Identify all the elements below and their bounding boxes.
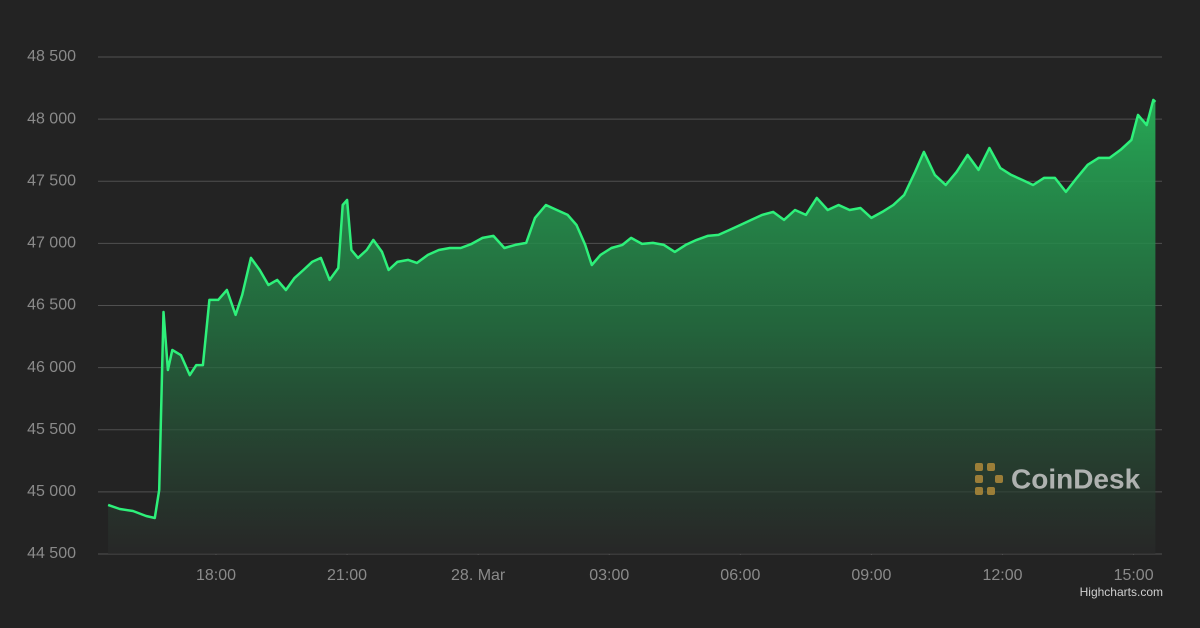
y-tick-label: 48 500 bbox=[27, 48, 76, 65]
y-tick-label: 47 500 bbox=[27, 172, 76, 189]
logo-dot bbox=[975, 475, 983, 483]
mark-layer bbox=[107, 98, 1157, 520]
logo-dot bbox=[975, 463, 983, 471]
x-tick-label: 21:00 bbox=[327, 567, 367, 584]
y-tick-label: 45 000 bbox=[27, 483, 76, 500]
x-tick-label: 28. Mar bbox=[451, 567, 506, 584]
watermark: CoinDesk bbox=[1011, 463, 1141, 494]
logo-dot bbox=[995, 475, 1003, 483]
logo-dot bbox=[987, 487, 995, 495]
y-tick-label: 45 500 bbox=[27, 421, 76, 438]
area-layer bbox=[108, 99, 1156, 555]
y-tick-label: 44 500 bbox=[27, 545, 76, 562]
area-fill bbox=[108, 99, 1156, 555]
logo-dot bbox=[987, 463, 995, 471]
x-tick-label: 09:00 bbox=[851, 567, 891, 584]
x-tick-label: 15:00 bbox=[1114, 567, 1154, 584]
credits[interactable]: Highcharts.com bbox=[1080, 585, 1163, 599]
y-tick-label: 46 500 bbox=[27, 297, 76, 314]
y-tick-label: 46 000 bbox=[27, 359, 76, 376]
x-tick-label: 03:00 bbox=[589, 567, 629, 584]
price-line bbox=[107, 98, 1157, 520]
watermark-logo bbox=[975, 463, 1003, 495]
logo-dot bbox=[975, 487, 983, 495]
x-tick-label: 06:00 bbox=[720, 567, 760, 584]
y-tick-label: 47 000 bbox=[27, 235, 76, 252]
y-tick-label: 48 000 bbox=[27, 110, 76, 127]
x-tick-label: 18:00 bbox=[196, 567, 236, 584]
x-tick-label: 12:00 bbox=[982, 567, 1022, 584]
